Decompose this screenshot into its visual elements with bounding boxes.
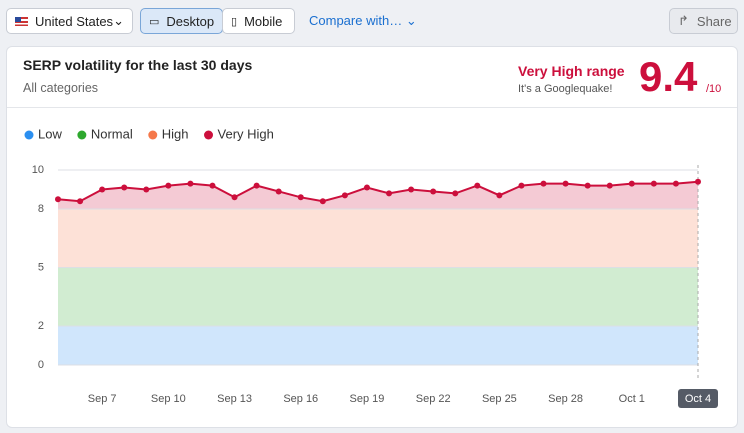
range-note: It's a Googlequake!: [518, 83, 613, 95]
line: [57, 180, 699, 203]
share-button[interactable]: ↱ Share: [669, 8, 738, 34]
compare: Compare with…: [309, 13, 403, 28]
point: [430, 188, 437, 195]
point: [209, 182, 216, 189]
y-tick-label: 8: [38, 203, 44, 215]
point: [496, 192, 503, 199]
point: [99, 186, 106, 193]
point: [408, 186, 415, 193]
point: [275, 188, 282, 195]
point: [231, 194, 238, 201]
flag: [15, 16, 28, 26]
x-tick-label: Sep 13: [217, 393, 252, 405]
x-tick-label: Sep 25: [482, 393, 517, 405]
point: [540, 180, 547, 187]
x-tick-label: Oct 4: [685, 393, 711, 405]
legend-dot: [204, 130, 214, 140]
card: SERP volatility for the last 30 days All…: [6, 46, 738, 428]
point: [363, 184, 370, 191]
point: [518, 182, 525, 189]
point: [77, 198, 84, 205]
point: [253, 182, 260, 189]
x-tick-label: Sep 19: [350, 393, 385, 405]
point: [341, 192, 348, 199]
legend-dot: [24, 130, 34, 140]
divider: [7, 107, 737, 108]
range-label: Very High range: [518, 63, 625, 79]
legend-label: Normal: [91, 126, 133, 141]
point: [319, 198, 326, 205]
x-tick-label: Sep 28: [548, 393, 583, 405]
country: United States: [35, 13, 114, 29]
mobile-icon: ▯: [231, 15, 238, 28]
point: [297, 194, 304, 201]
point: [650, 180, 657, 187]
x-tick-label: Oct 1: [619, 393, 645, 405]
y-tick-label: 0: [38, 359, 44, 371]
x-tick-label: Sep 16: [283, 393, 318, 405]
band: [58, 209, 698, 268]
point: [695, 178, 701, 185]
point: [562, 180, 569, 187]
point: [187, 180, 194, 187]
point: [474, 182, 481, 189]
x-tick-label: Sep 7: [88, 393, 117, 405]
point: [606, 182, 613, 189]
band: [58, 267, 698, 326]
share-icon: ↱: [678, 13, 689, 28]
point: [452, 190, 459, 197]
card-title: SERP volatility for the last 30 days: [23, 57, 253, 73]
share: Share: [696, 13, 732, 29]
band-area: [58, 181, 698, 209]
y-tick-label: 10: [32, 164, 44, 176]
point: [121, 184, 128, 191]
y-tick-label: 2: [38, 320, 44, 332]
legend-dot: [77, 130, 87, 140]
x-tick-label: Sep 22: [416, 393, 451, 405]
point: [628, 180, 635, 187]
legend-label: High: [162, 126, 189, 141]
device-label: Desktop: [166, 13, 215, 29]
x-tick-label: Sep 10: [151, 393, 186, 405]
band: [58, 326, 698, 365]
score: 9.4: [639, 53, 698, 100]
y-tick-label: 5: [38, 261, 44, 273]
point: [672, 180, 679, 187]
x-label-highlight: [678, 389, 718, 408]
score-max: /10: [706, 83, 722, 95]
compare-link[interactable]: Compare with… ⌄: [309, 13, 417, 28]
device-button[interactable]: ▯ Mobile: [222, 8, 295, 34]
desktop-icon: ▭: [149, 15, 160, 28]
legend-label: Low: [38, 126, 62, 141]
chevron: ⌄: [113, 13, 124, 28]
card-subtitle: All categories: [23, 81, 99, 95]
point: [165, 182, 172, 189]
country-select[interactable]: United States ⌄: [6, 8, 133, 34]
point: [143, 186, 150, 193]
legend-label: Very High: [218, 126, 274, 141]
device-label: Mobile: [244, 13, 283, 29]
legend-dot: [148, 130, 158, 140]
point: [55, 196, 61, 203]
point: [386, 190, 393, 197]
point: [584, 182, 591, 189]
